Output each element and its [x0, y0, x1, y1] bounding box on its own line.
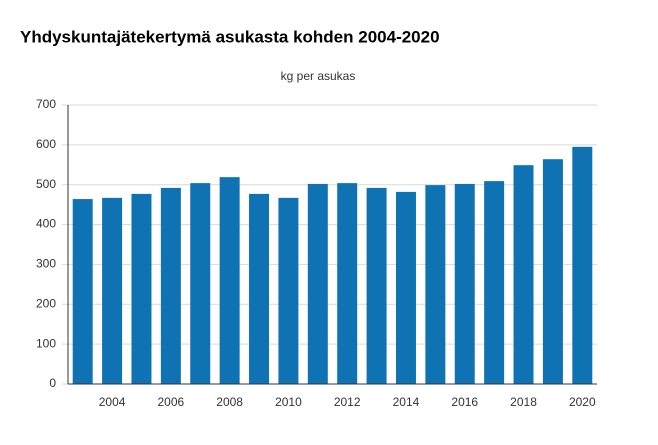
x-tick-label: 2010 [275, 395, 302, 409]
x-tick-label: 2008 [216, 395, 243, 409]
x-tick-label: 2006 [158, 395, 185, 409]
bar [484, 181, 505, 384]
bar [395, 191, 416, 384]
x-tick-label: 2016 [451, 395, 478, 409]
y-tick-label: 0 [49, 376, 56, 390]
bar [72, 199, 93, 384]
bar [425, 185, 446, 384]
bar [249, 193, 270, 384]
x-tick-label: 2012 [334, 395, 361, 409]
x-tick-label: 2018 [510, 395, 537, 409]
chart-subtitle: kg per asukas [281, 69, 356, 83]
bar [131, 193, 152, 384]
x-tick-label: 2014 [393, 395, 420, 409]
y-tick-label: 400 [36, 217, 56, 231]
bar [542, 159, 563, 384]
y-tick-label: 600 [36, 137, 56, 151]
bar [190, 183, 211, 384]
y-tick-label: 300 [36, 257, 56, 271]
y-tick-label: 500 [36, 177, 56, 191]
x-tick-label: 2020 [569, 395, 596, 409]
x-tick-label: 2004 [99, 395, 126, 409]
bar [160, 187, 181, 384]
chart-title: Yhdyskuntajätekertymä asukasta kohden 20… [20, 27, 440, 46]
bar [278, 197, 299, 384]
bar [366, 187, 387, 384]
bar [102, 197, 123, 384]
y-tick-label: 100 [36, 336, 56, 350]
bar [513, 165, 534, 384]
bar [572, 146, 593, 384]
y-tick-label: 200 [36, 296, 56, 310]
bar [454, 183, 475, 384]
bar [307, 183, 328, 384]
bar [219, 177, 240, 384]
y-tick-label: 700 [36, 97, 56, 111]
bar [337, 183, 358, 384]
